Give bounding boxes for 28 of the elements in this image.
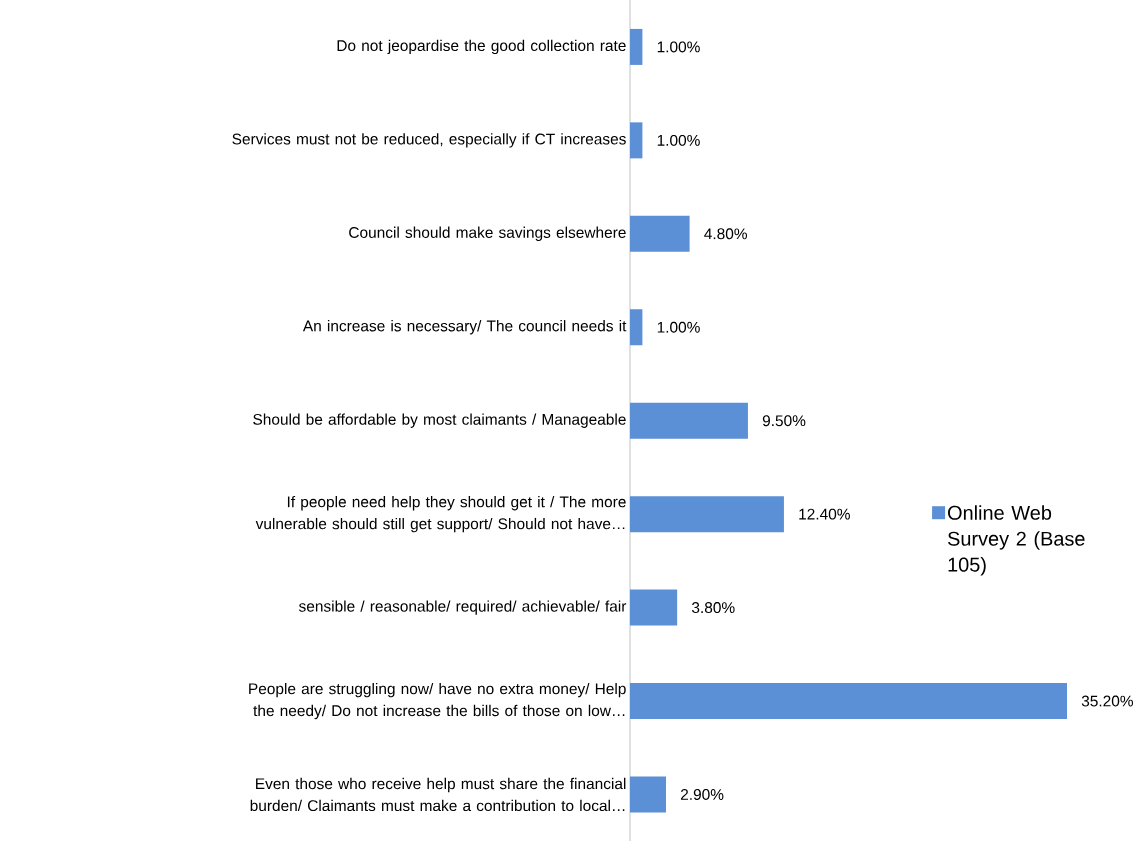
y-tick-label: Services must not be reduced, especially if CT increases — [232, 132, 626, 148]
bar — [629, 682, 1067, 719]
y-tick-label: If people need help they should get it / The more vulnerable should still get support/ Should not have… — [255, 495, 626, 533]
bar — [629, 309, 643, 346]
data-label: 12.40% — [799, 508, 850, 520]
data-label: 4.80% — [704, 228, 747, 240]
y-tick-label: An increase is necessary/ The council needs it — [302, 319, 627, 335]
y-tick-label: sensible / reasonable/ required/ achievable/ fair — [298, 600, 627, 615]
bar — [629, 402, 748, 439]
data-label: 2.90% — [680, 788, 724, 800]
y-tick-label: People are struggling now/ have no extra money/ Help the needy/ Do not increase the bills of those on low… — [249, 682, 626, 719]
bar — [629, 589, 678, 626]
bar — [629, 495, 784, 532]
data-label: 35.20% — [1081, 695, 1134, 707]
bar — [629, 122, 643, 159]
y-tick-label: Even those who receive help must share the financial burden/ Claimants must make a contribution to local… — [250, 777, 626, 811]
legend-label: Online Web Survey 2 (Base 105) — [947, 505, 1085, 576]
data-label: 1.00% — [657, 321, 700, 333]
bar — [629, 28, 643, 65]
data-label: 1.00% — [657, 134, 700, 146]
y-tick-label: Do not jeopardise the good collection rate — [337, 39, 626, 54]
data-label: 9.50% — [762, 415, 806, 426]
bar — [629, 215, 690, 252]
y-tick-label: Council should make savings elsewhere — [349, 226, 626, 241]
bar — [629, 776, 666, 813]
y-tick-label: Should be affordable by most claimants / Manageable — [253, 413, 626, 428]
data-label: 3.80% — [691, 601, 735, 613]
data-label: 1.00% — [657, 41, 700, 53]
